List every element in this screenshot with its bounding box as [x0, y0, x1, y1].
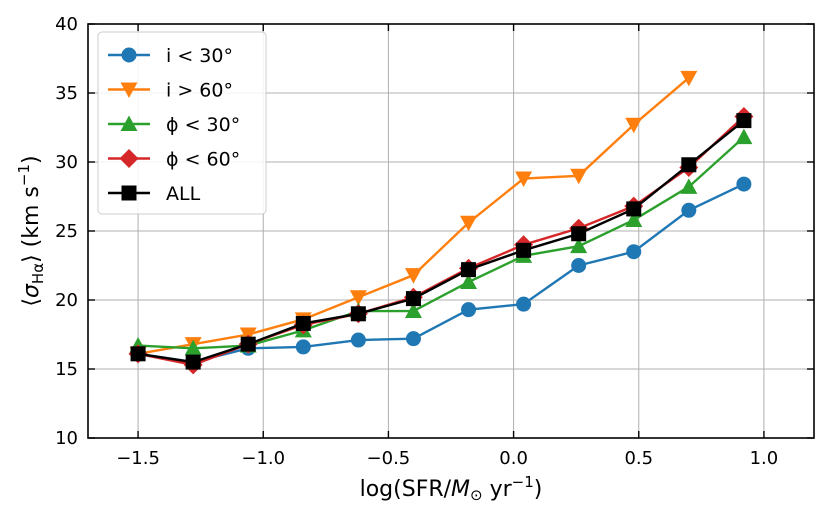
legend-marker [121, 185, 137, 201]
data-point [570, 237, 588, 254]
legend-label: ϕ < 60° [166, 149, 240, 171]
data-point [240, 336, 256, 352]
x-tick-label: 1.0 [750, 448, 779, 469]
data-point [185, 354, 201, 370]
data-point [626, 244, 642, 260]
data-point [515, 171, 533, 188]
legend-item: ALL [108, 183, 201, 205]
legend-item: i > 60° [108, 80, 233, 102]
data-point [735, 128, 753, 145]
legend-label: i < 30° [166, 45, 233, 67]
x-tick-label: −0.5 [367, 448, 411, 469]
data-point [681, 157, 697, 173]
data-point [404, 268, 422, 284]
y-tick-label: 40 [55, 14, 78, 35]
x-tick-label: 0.5 [624, 448, 653, 469]
data-point [570, 168, 588, 185]
x-tick-label: −1.5 [116, 448, 160, 469]
data-point [736, 176, 752, 192]
legend-label: ϕ < 30° [166, 114, 240, 136]
data-point [460, 215, 478, 232]
x-tick-label: −1.0 [241, 448, 285, 469]
legend-marker [121, 47, 137, 63]
data-point [681, 202, 697, 218]
series-line [137, 182, 745, 364]
series-layer [128, 70, 754, 375]
data-point [626, 201, 642, 217]
legend-frame [97, 31, 267, 215]
series-line [137, 119, 745, 364]
data-point [736, 113, 752, 129]
y-axis-label: ⟨σHα⟩ (km s−1) [15, 155, 47, 306]
data-point [350, 332, 366, 348]
legend-label: i > 60° [166, 80, 233, 102]
data-point [625, 117, 643, 134]
data-point [571, 258, 587, 273]
y-tick-label: 20 [55, 290, 78, 311]
data-point [680, 178, 698, 194]
data-point [461, 262, 477, 278]
data-point [680, 70, 698, 87]
legend-item: i < 30° [108, 45, 233, 67]
data-point [460, 273, 478, 290]
series-4 [130, 113, 752, 370]
data-point [461, 302, 477, 318]
data-point [295, 339, 311, 355]
data-point [184, 339, 202, 356]
data-point [571, 226, 587, 242]
legend-marker [119, 149, 139, 168]
ticks: −1.5 −1.0 −0.5 0.0 0.5 1.0 10 15 20 25 30 35 40 [55, 14, 814, 469]
data-point [405, 331, 421, 347]
legend-marker [120, 82, 138, 98]
x-tick-label: 0.0 [499, 448, 528, 469]
x-axis-label: log(SFR/M⊙ yr−1) [360, 473, 543, 504]
data-point [350, 306, 366, 322]
y-tick-label: 25 [55, 221, 78, 242]
y-tick-label: 30 [55, 152, 78, 173]
data-point [405, 291, 421, 307]
legend-label: ALL [166, 183, 201, 205]
data-point [404, 302, 422, 319]
data-point [349, 290, 367, 306]
data-point [516, 242, 532, 258]
data-point [130, 346, 146, 362]
data-point [295, 315, 311, 331]
y-tick-label: 10 [55, 428, 78, 449]
y-tick-label: 15 [55, 359, 78, 380]
legend-item: ϕ < 60° [108, 149, 240, 171]
data-point [625, 211, 643, 227]
data-point [516, 296, 532, 312]
legend: i < 30° i > 60° ϕ < 30° ϕ < 60° ALL [97, 31, 267, 215]
legend-item: ϕ < 30° [108, 114, 240, 136]
legend-marker [120, 115, 138, 131]
y-tick-label: 35 [55, 83, 78, 104]
